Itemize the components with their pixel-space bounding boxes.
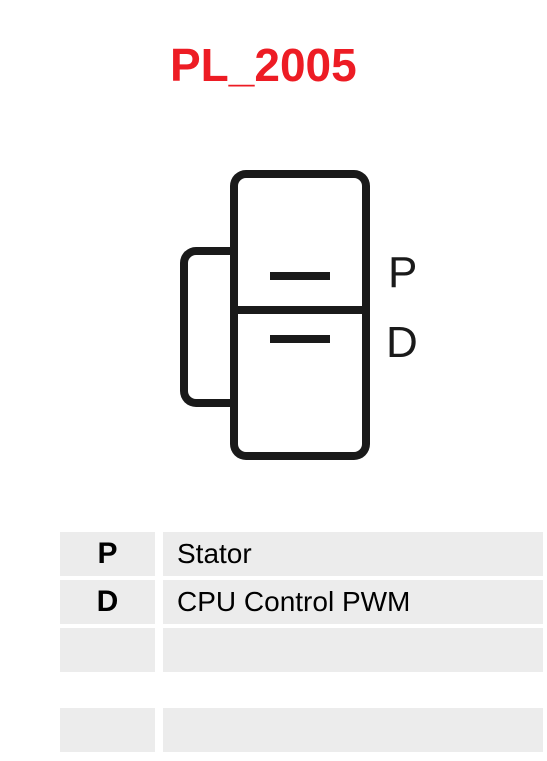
legend-desc: Stator [163,532,543,576]
connector-pin-box-top [230,170,370,310]
legend-desc [163,628,543,672]
legend-row [60,628,543,672]
pin-label-d: D [386,318,418,368]
pin-legend-table: PStatorDCPU Control PWM [60,532,543,756]
legend-desc: CPU Control PWM [163,580,543,624]
connector-left-tab [180,247,235,407]
legend-desc [163,708,543,752]
legend-code [60,708,155,752]
pin-contact-bottom [270,335,330,343]
legend-row-extra [60,708,543,752]
legend-code [60,628,155,672]
legend-code: D [60,580,155,624]
connector-diagram: P D [0,0,547,500]
legend-code: P [60,532,155,576]
legend-row: DCPU Control PWM [60,580,543,624]
connector-pin-box-bottom [230,310,370,460]
pin-contact-top [270,272,330,280]
legend-row: PStator [60,532,543,576]
pin-label-p: P [388,248,417,298]
